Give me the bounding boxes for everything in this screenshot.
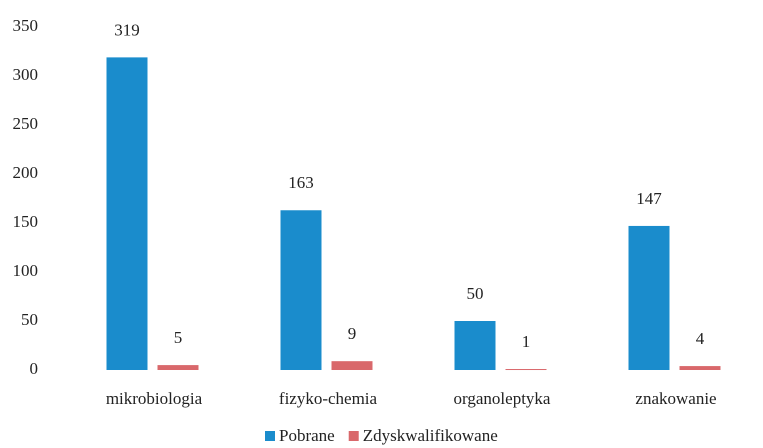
y-tick-label: 50 [21, 310, 38, 329]
x-tick-label: organoleptyka [454, 389, 551, 408]
bar [628, 225, 670, 370]
legend-label: Pobrane [279, 426, 335, 445]
bar [280, 210, 322, 370]
data-label: 147 [636, 189, 662, 208]
bar [454, 321, 496, 370]
data-label: 163 [288, 173, 314, 192]
bar [505, 369, 547, 371]
data-label: 50 [467, 284, 484, 303]
data-label: 9 [348, 324, 357, 343]
y-tick-label: 150 [13, 212, 39, 231]
y-tick-label: 250 [13, 114, 39, 133]
legend-label: Zdyskwalifikowane [363, 426, 498, 445]
data-label: 1 [522, 332, 531, 351]
x-tick-label: fizyko-chemia [279, 389, 378, 408]
data-label: 5 [174, 328, 183, 347]
bar [157, 365, 199, 370]
x-tick-label: mikrobiologia [106, 389, 203, 408]
data-label: 319 [114, 20, 140, 39]
legend-swatch [265, 431, 275, 441]
y-tick-label: 350 [13, 16, 39, 35]
y-tick-label: 300 [13, 65, 39, 84]
bar [106, 57, 148, 370]
data-label: 4 [696, 329, 705, 348]
y-tick-label: 200 [13, 163, 39, 182]
bar [331, 361, 373, 370]
x-tick-label: znakowanie [635, 389, 716, 408]
y-tick-label: 100 [13, 261, 39, 280]
y-tick-label: 0 [30, 359, 39, 378]
bar [679, 366, 721, 370]
legend-swatch [348, 431, 359, 441]
